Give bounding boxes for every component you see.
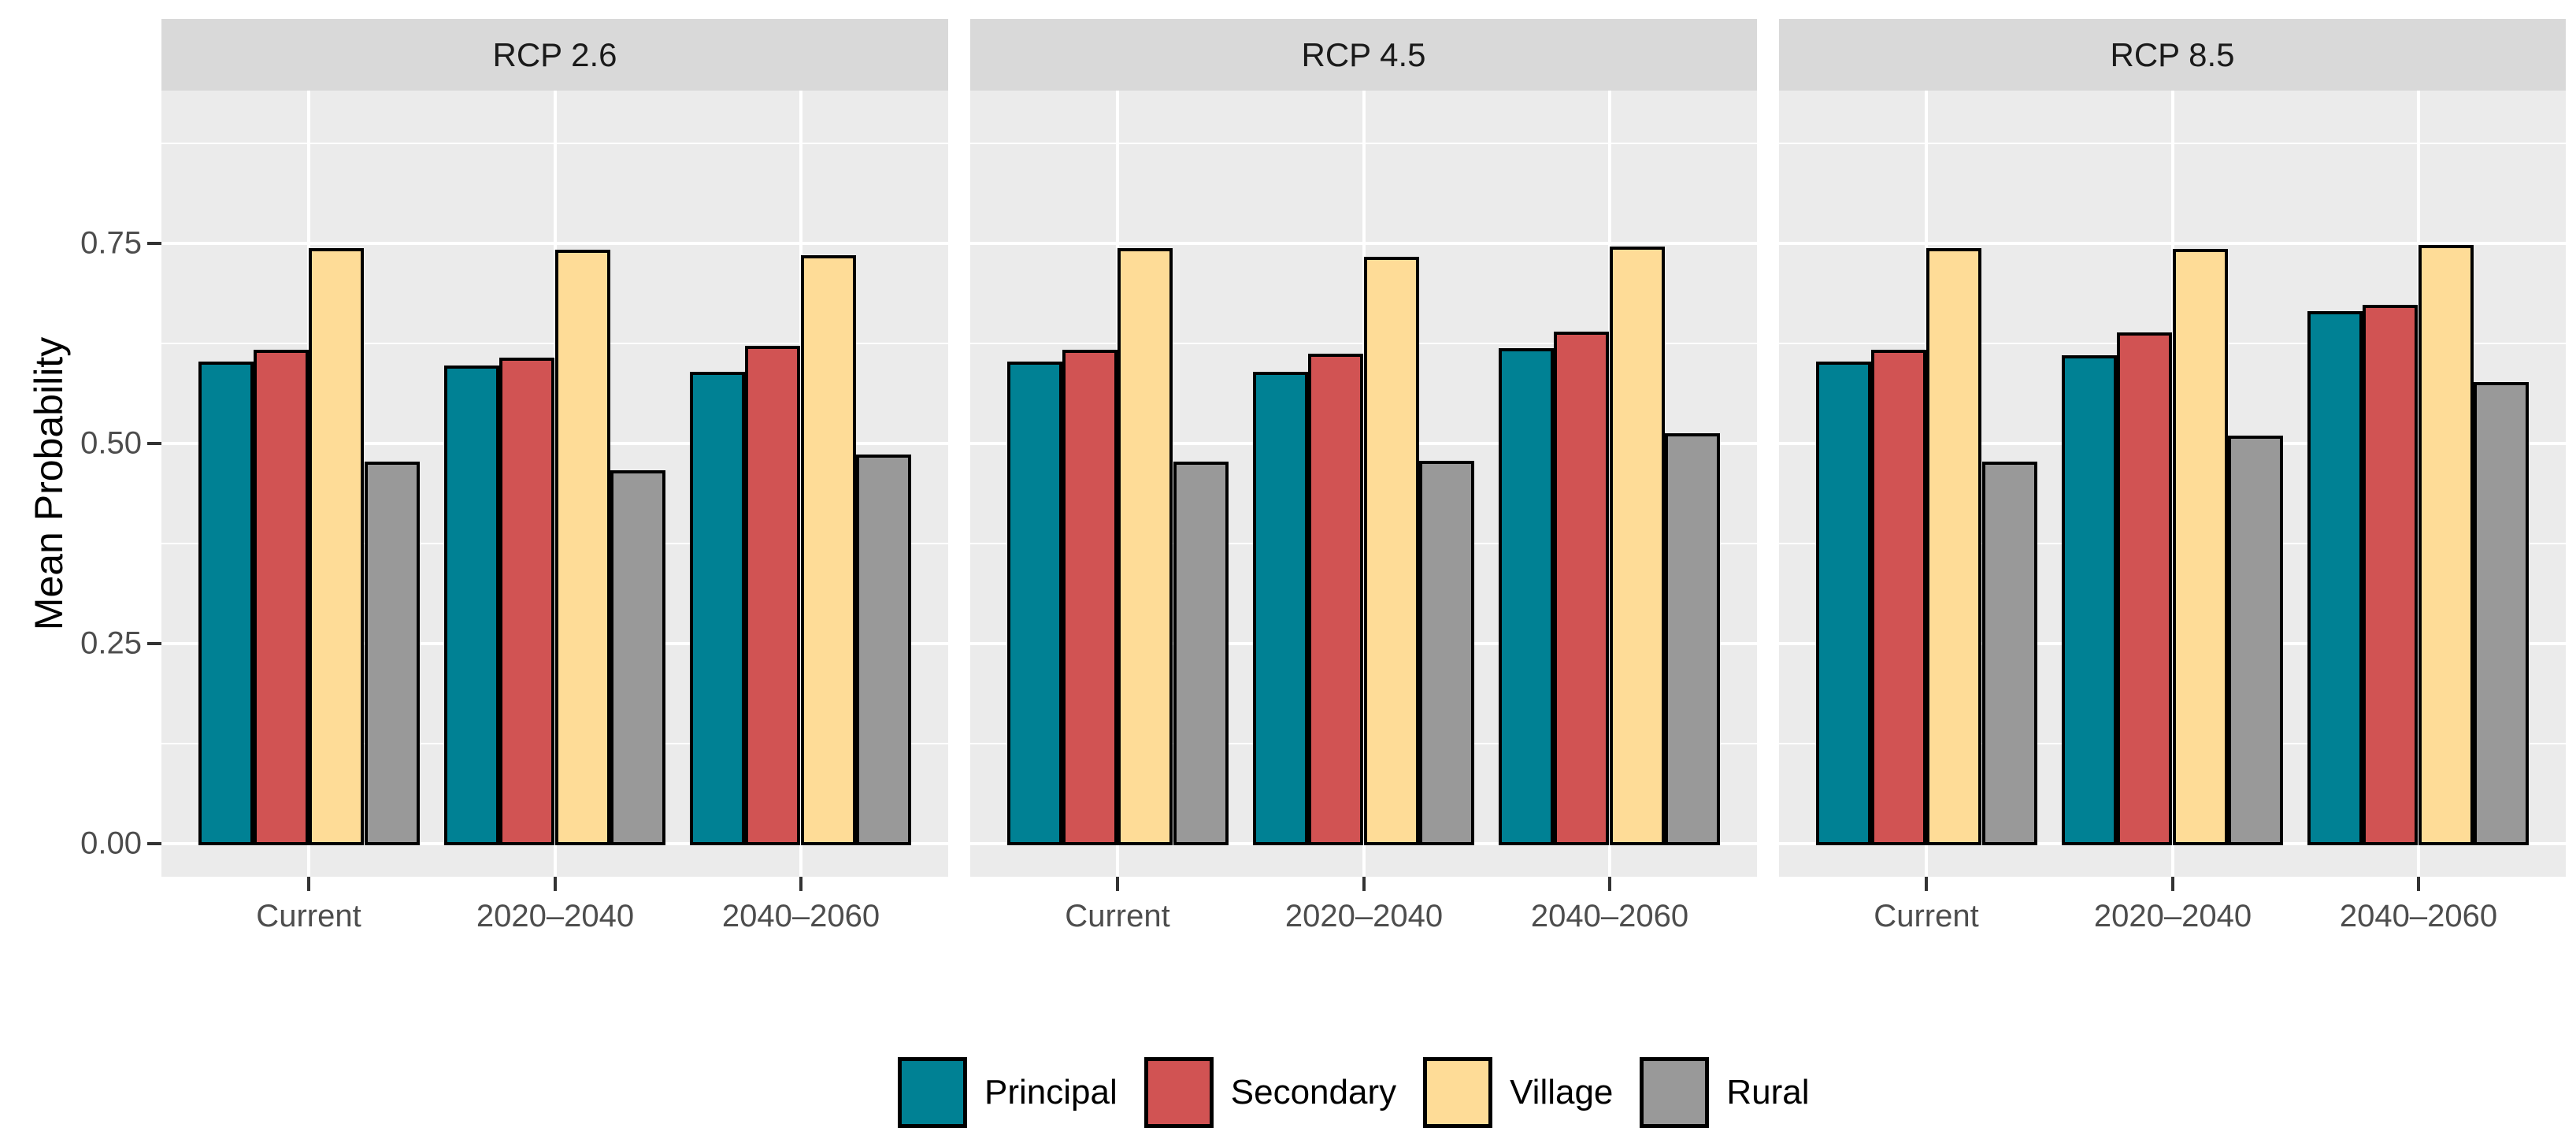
bar-village [1610,247,1665,845]
bar-rural [1982,462,2037,845]
x-axis-tick-mark [1925,877,1928,891]
y-axis-tick-label: 0.75 [80,225,142,261]
bar-secondary [1871,350,1926,845]
bar-village [1926,248,1981,845]
legend-label: Village [1510,1073,1614,1111]
bar-principal [1816,362,1871,845]
y-axis-title: Mean Probability [27,336,71,631]
x-axis-tick-mark [1608,877,1611,891]
y-axis-tick-label: 0.00 [80,826,142,861]
legend: Principal Secondary Village Rural [898,1053,1810,1132]
x-axis-tick-mark [799,877,802,891]
legend-label: Rural [1726,1073,1810,1111]
x-axis-tick-label: 2040–2060 [2339,899,2498,933]
bar-principal [444,366,499,845]
bar-rural [365,462,420,845]
bar-principal [1499,348,1554,845]
bar-village [2173,249,2228,845]
facet-label: RCP 2.6 [492,35,617,73]
bar-principal [2062,355,2117,845]
bar-principal [1007,362,1062,845]
plot-panel [970,91,1757,877]
y-axis-tick-label: 0.25 [80,625,142,661]
x-axis-tick-label: 2040–2060 [721,899,880,933]
bar-village [1118,248,1173,845]
bar-secondary [1554,332,1609,845]
x-axis-tick-label: Current [1874,899,1979,933]
legend-key-swatch [1423,1057,1493,1128]
bar-village [1364,257,1419,845]
bar-secondary [2363,305,2418,845]
x-axis-tick-mark [1116,877,1119,891]
legend-key-swatch [898,1057,967,1128]
bar-rural [2474,382,2529,845]
y-axis-tick-mark [147,242,161,245]
x-axis-tick-mark [2171,877,2174,891]
bar-village [555,250,610,845]
x-axis-tick-mark [1362,877,1366,891]
legend-key-swatch [1640,1057,1710,1128]
facet-strip: RCP 4.5 [970,19,1757,91]
x-axis-tick-label: 2020–2040 [2093,899,2252,933]
legend-item-village: Village [1423,1057,1613,1128]
bar-secondary [745,346,800,845]
bar-secondary [499,358,554,845]
bar-principal [1253,372,1308,845]
bar-rural [856,455,911,845]
bar-village [801,255,856,845]
x-axis-tick-label: 2020–2040 [1284,899,1444,933]
bar-secondary [2117,332,2172,845]
legend-key-swatch [1143,1057,1214,1128]
y-axis-tick-mark [147,642,161,645]
x-axis-tick-mark [554,877,557,891]
y-axis-tick-label: 0.50 [80,425,142,461]
bar-rural [1665,433,1720,845]
bar-rural [1173,462,1229,845]
legend-item-rural: Rural [1640,1057,1810,1128]
bar-rural [2228,436,2283,845]
plot-panel [161,91,948,877]
x-axis-tick-label: 2040–2060 [1530,899,1689,933]
x-axis-tick-label: Current [256,899,361,933]
bar-principal [198,362,254,845]
bar-secondary [1062,350,1118,845]
x-axis-tick-mark [307,877,310,891]
legend-item-principal: Principal [898,1057,1118,1128]
bar-principal [2307,311,2363,845]
bar-secondary [1308,354,1363,845]
facet-label: RCP 4.5 [1301,35,1426,73]
x-axis-tick-label: Current [1065,899,1170,933]
bar-principal [690,372,745,845]
bar-secondary [254,350,309,845]
bar-rural [1419,461,1474,845]
facet-strip: RCP 2.6 [161,19,948,91]
legend-item-secondary: Secondary [1143,1057,1397,1128]
plot-panel [1779,91,2566,877]
facet-label: RCP 8.5 [2110,35,2235,73]
facet-strip: RCP 8.5 [1779,19,2566,91]
y-axis-tick-mark [147,442,161,445]
x-axis-tick-label: 2020–2040 [476,899,635,933]
bar-rural [610,470,665,845]
legend-label: Secondary [1230,1073,1397,1111]
bar-village [309,248,364,845]
bar-village [2418,245,2474,845]
y-axis-tick-mark [147,842,161,845]
legend-label: Principal [984,1073,1118,1111]
x-axis-tick-mark [2417,877,2420,891]
